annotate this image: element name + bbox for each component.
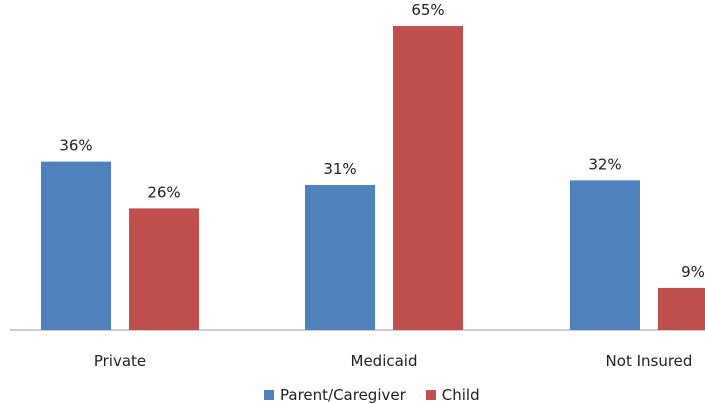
value-label-not-insured-parent-caregiver: 32% (588, 155, 621, 173)
legend-label-child: Child (441, 386, 480, 404)
value-labels-group: 36% 26% 31% 65% 32% 9% (59, 1, 705, 281)
value-label-private-child: 26% (147, 183, 180, 201)
value-label-medicaid-parent-caregiver: 31% (323, 160, 356, 178)
bar-private-parent-caregiver (41, 161, 111, 330)
legend-item-child: Child (425, 386, 480, 404)
value-label-medicaid-child: 65% (411, 1, 444, 19)
value-label-not-insured-child: 9% (681, 263, 705, 281)
legend-item-parent: Parent/Caregiver (264, 386, 406, 404)
legend-label-parent: Parent/Caregiver (280, 386, 406, 404)
bars-group (41, 26, 705, 330)
bar-not-insured-child (658, 287, 705, 330)
bar-medicaid-child (393, 26, 463, 330)
bar-chart: 36% 26% 31% 65% 32% 9% Private Medicaid Not Ins… (10, 1, 705, 370)
value-label-private-parent-caregiver: 36% (59, 137, 92, 155)
bar-medicaid-parent-caregiver (305, 185, 375, 330)
legend-swatch-parent (264, 390, 274, 400)
bar-not-insured-parent-caregiver (570, 180, 640, 330)
legend-swatch-child (425, 390, 436, 400)
category-label-medicaid: Medicaid (351, 352, 418, 370)
category-label-not-insured: Not Insured (606, 352, 693, 370)
legend-inner: Parent/Caregiver Child (264, 386, 500, 404)
legend: Parent/Caregiver Child (0, 382, 705, 404)
category-labels-group: Private Medicaid Not Insured (94, 352, 693, 370)
category-label-private: Private (94, 352, 146, 370)
bar-private-child (129, 208, 199, 330)
